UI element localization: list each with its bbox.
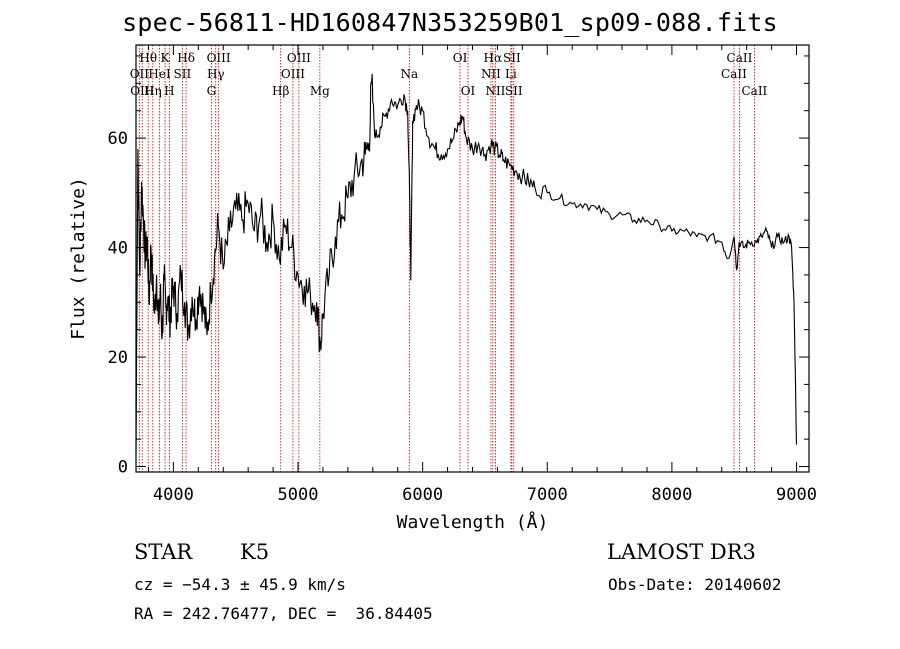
object-class: STAR: [134, 540, 193, 564]
spectral-line-label: CaII: [721, 67, 747, 81]
spectral-line-label: OI: [461, 84, 476, 98]
spectral-line-label: Hη: [144, 84, 162, 98]
spectral-line-label: HeI: [148, 67, 171, 81]
spectrum-series-line: [135, 73, 798, 456]
spectral-line-label: SII: [505, 84, 523, 98]
spectral-line-label: NII: [481, 67, 501, 81]
spectral-line-label: SII: [503, 51, 521, 65]
spectral-line-markers: [138, 45, 755, 472]
spectral-line-label: Mg: [310, 84, 330, 98]
spectral-line-label: OII: [130, 67, 150, 81]
spectral-line-label: Hβ: [272, 84, 289, 98]
x-tick-label: 6000: [402, 485, 443, 505]
x-tick-label: 5000: [278, 485, 319, 505]
x-axis-label: Wavelength (Å): [397, 511, 549, 533]
spectral-line-label: Li: [505, 67, 517, 81]
spectral-line-label: Hα: [484, 51, 503, 65]
axis-ticks: 4000 5000 6000 7000 8000 9000 0 20 40 60: [108, 45, 817, 505]
spectral-line-labels: OIIOIIIHθHηHeIKHSIIHδGHγOIIIHβOIIIOIIIMg…: [130, 51, 768, 98]
plot-frame: [135, 44, 810, 473]
y-axis-label: Flux (relative): [68, 177, 89, 340]
x-tick-label: 7000: [527, 485, 568, 505]
ra-dec-coordinates: RA = 242.76477, DEC = 36.84405: [134, 604, 433, 623]
spectral-line-label: OIII: [281, 67, 305, 81]
spectral-line-label: OIII: [287, 51, 311, 65]
chart-title: spec-56811-HD160847N353259B01_sp09-088.f…: [122, 8, 778, 37]
x-tick-label: 4000: [153, 485, 194, 505]
spectral-line-label: Hγ: [207, 67, 225, 81]
spectral-line-label: Hθ: [139, 51, 157, 65]
survey-name: LAMOST DR3: [607, 540, 756, 564]
spectral-line-label: CaII: [741, 84, 767, 98]
y-tick-label: 20: [108, 348, 128, 368]
object-subclass: K5: [240, 540, 270, 564]
y-tick-label: 40: [108, 239, 128, 259]
spectral-line-label: NII: [485, 84, 505, 98]
y-tick-label: 60: [108, 129, 128, 149]
x-tick-label: 9000: [776, 485, 817, 505]
spectral-line-label: Hδ: [177, 51, 195, 65]
spectral-line-label: Na: [400, 67, 418, 81]
spectral-line-label: H: [164, 84, 174, 98]
spectral-line-label: OI: [453, 51, 468, 65]
spectral-line-label: CaII: [727, 51, 753, 65]
x-tick-label: 8000: [651, 485, 692, 505]
observation-date: Obs-Date: 20140602: [608, 575, 782, 594]
spectral-line-label: K: [161, 51, 171, 65]
spectral-line-label: SII: [174, 67, 192, 81]
redshift-cz: cz = −54.3 ± 45.9 km/s: [134, 575, 346, 594]
y-tick-label: 0: [118, 458, 128, 478]
spectral-line-label: G: [207, 84, 217, 98]
spectral-line-label: OIII: [207, 51, 231, 65]
